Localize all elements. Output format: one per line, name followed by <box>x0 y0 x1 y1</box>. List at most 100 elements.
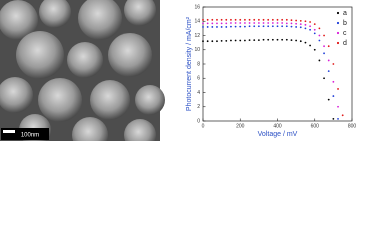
x-tick-label: 600 <box>311 123 320 129</box>
data-point <box>257 18 260 21</box>
data-point <box>323 52 325 55</box>
data-point <box>290 22 293 25</box>
data-point <box>271 25 274 28</box>
data-point <box>276 18 279 21</box>
data-point <box>216 26 218 28</box>
data-point <box>202 18 204 21</box>
data-point <box>295 26 298 28</box>
data-point <box>211 40 214 43</box>
data-point <box>253 18 256 21</box>
data-point <box>220 26 223 28</box>
data-point <box>299 23 302 25</box>
data-point <box>271 18 274 21</box>
data-point <box>239 22 242 24</box>
data-point <box>327 70 330 73</box>
data-point <box>299 40 302 43</box>
data-point <box>220 22 223 25</box>
data-point <box>290 39 293 42</box>
data-point <box>216 22 218 25</box>
data-point <box>341 114 344 117</box>
data-point <box>225 26 228 28</box>
legend-marker <box>336 41 340 45</box>
x-tick-label: 200 <box>236 123 245 129</box>
data-point <box>332 95 335 97</box>
legend-marker <box>336 31 340 35</box>
data-point <box>332 63 335 65</box>
data-point <box>267 25 270 28</box>
data-point <box>239 39 242 42</box>
data-point <box>271 38 274 41</box>
legend-marker <box>336 11 340 15</box>
data-point <box>276 22 279 24</box>
data-point <box>337 117 339 120</box>
data-point <box>299 26 302 29</box>
data-point <box>234 22 237 24</box>
data-point <box>285 18 288 21</box>
data-point <box>318 34 321 37</box>
chart: 0 200 400 600 800 0 2 4 6 8 10 12 14 16 Voltage / mV Ph… <box>186 4 357 138</box>
data-point <box>323 45 325 48</box>
legend-label: b <box>343 20 347 27</box>
x-tick-label: 400 <box>273 123 282 129</box>
data-point <box>318 39 321 42</box>
data-point <box>281 18 284 21</box>
y-tick-label: 10 <box>194 47 200 53</box>
data-point <box>216 40 218 43</box>
data-point <box>281 22 284 24</box>
data-point <box>248 39 251 42</box>
y-tick-label: 4 <box>197 90 200 96</box>
data-point <box>309 21 311 23</box>
y-tick-label: 16 <box>194 4 200 10</box>
sem-image: 100nm <box>0 0 165 141</box>
data-point <box>253 25 256 28</box>
data-point <box>248 18 251 21</box>
data-point <box>230 39 232 42</box>
data-point <box>206 22 209 25</box>
data-point <box>230 18 232 21</box>
y-axis-label: Photocurrent density / mA/cm² <box>186 16 193 111</box>
legend-marker <box>336 21 340 25</box>
data-point <box>244 25 246 28</box>
data-point <box>281 38 284 41</box>
scale-label: 100nm <box>21 133 39 139</box>
data-point <box>257 22 260 24</box>
page: 100nm 0 200 400 600 800 0 2 4 6 8 10 12 14 16 Voltage … <box>0 0 357 141</box>
data-point <box>244 39 246 42</box>
data-point <box>276 38 279 41</box>
data-point <box>304 41 307 44</box>
data-point <box>239 18 242 21</box>
data-point <box>295 22 298 25</box>
y-tick-label: 2 <box>197 104 200 110</box>
data-point <box>337 88 339 90</box>
data-point <box>262 22 265 24</box>
x-tick-label: 0 <box>202 123 205 129</box>
data-point <box>202 26 204 28</box>
data-point <box>234 39 237 42</box>
data-point <box>225 22 228 25</box>
data-point <box>271 22 274 24</box>
y-tick-label: 0 <box>197 118 200 124</box>
data-point <box>318 59 321 62</box>
data-point <box>332 117 335 120</box>
data-point <box>285 38 288 41</box>
data-point <box>281 25 284 28</box>
data-point <box>225 18 228 21</box>
y-tick-label: 14 <box>194 19 200 25</box>
data-point <box>309 28 311 31</box>
data-point <box>304 20 307 23</box>
data-point <box>244 18 246 21</box>
data-point <box>211 18 214 21</box>
data-point <box>202 22 204 25</box>
x-axis-label: Voltage / mV <box>258 131 298 138</box>
data-point <box>206 18 209 21</box>
data-point <box>313 48 316 51</box>
data-point <box>220 39 223 42</box>
data-point <box>299 19 302 22</box>
data-point <box>285 25 288 28</box>
data-point <box>267 38 270 41</box>
data-point <box>206 40 209 43</box>
data-point <box>239 25 242 28</box>
data-point <box>257 39 260 42</box>
data-point <box>234 25 237 28</box>
data-point <box>323 34 325 37</box>
